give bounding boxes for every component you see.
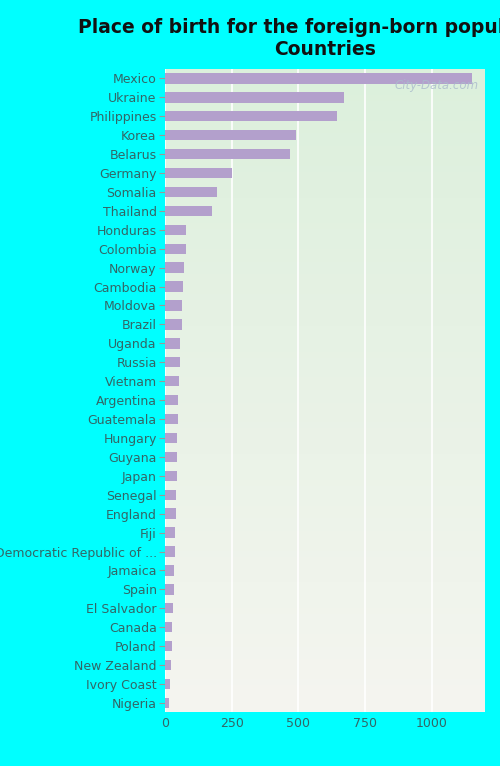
Bar [165,224,186,235]
Bar [165,584,173,594]
Bar [165,263,184,273]
Bar [165,300,182,311]
Bar [165,319,182,329]
Bar [165,376,179,386]
Bar [165,622,172,633]
Bar [165,565,174,576]
Bar [165,452,177,462]
Bar [165,660,171,670]
Bar [165,603,173,614]
Bar [165,698,169,708]
Bar [165,130,296,140]
Bar [165,679,170,689]
Bar [165,395,178,405]
Bar [165,414,178,424]
Bar [165,489,176,500]
Title: Place of birth for the foreign-born population -
Countries: Place of birth for the foreign-born popu… [78,18,500,59]
Bar [165,168,232,178]
Bar [165,74,472,83]
Bar [165,187,217,197]
Bar [165,509,175,519]
Bar [165,433,177,444]
Bar [165,149,290,159]
Bar [165,357,180,368]
Bar [165,527,175,538]
Bar [165,338,180,349]
Bar [165,111,337,122]
Bar [165,205,212,216]
Bar [165,546,174,557]
Text: City-Data.com: City-Data.com [394,79,478,92]
Bar [165,470,176,481]
Bar [165,281,183,292]
Bar [165,244,186,254]
Bar [165,92,344,103]
Bar [165,641,172,651]
